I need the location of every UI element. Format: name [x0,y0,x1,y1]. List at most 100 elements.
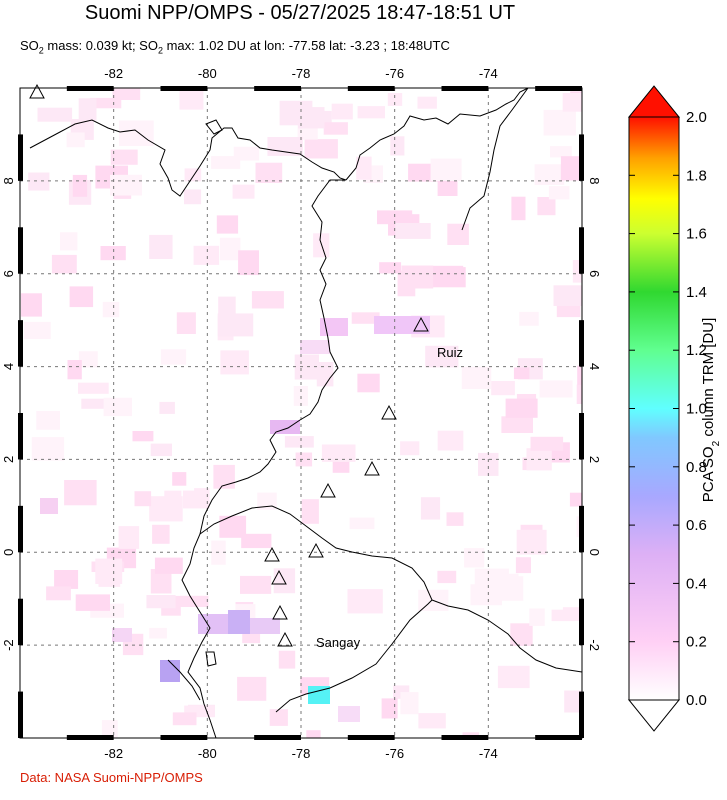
so2-cell [474,568,509,594]
frame-bar-left [18,691,23,738]
frame-bar-right [579,227,584,274]
so2-cell [160,349,187,365]
so2-cell [150,569,172,594]
lat-tick-label-left: 2 [1,456,16,463]
so2-cell [387,93,403,106]
so2-cell [430,158,462,181]
so2-cell [306,730,321,738]
volcano-triangle-icon [272,604,288,620]
so2-cell [349,517,375,530]
so2-cell [78,98,97,121]
so2-cell [213,464,235,489]
so2-cell [437,570,457,584]
so2-cell [539,380,573,398]
so2-cell [529,608,545,626]
data-credit: Data: NASA Suomi-NPP/OMPS [20,770,203,785]
so2-cell [543,109,576,136]
colorbar-tick-label: 0.4 [686,575,707,592]
volcano-triangle-icon [320,482,336,498]
so2-cell [250,618,280,634]
so2-cell [510,623,533,646]
so2-cell [530,436,564,451]
volcano-triangle-icon [264,546,280,562]
so2-cell [60,232,78,251]
so2-cell [51,254,77,274]
so2-cell [119,120,154,146]
so2-cell [270,420,300,434]
so2-cell [347,589,383,614]
volcano-triangle-icon [413,316,429,332]
frame-bar-top [254,86,301,91]
frame-bar-right [579,320,584,367]
so2-cell [374,316,430,334]
lon-tick-label-top: -80 [198,66,217,81]
so2-cell [331,103,353,120]
so2-cell [149,234,173,259]
lat-tick-label-right: 4 [587,363,602,370]
so2-cell [351,312,380,324]
frame-bar-left [18,227,23,274]
so2-cell [211,156,241,169]
so2-cell [217,313,254,337]
border-colombia-venezuela [461,88,529,231]
lon-tick-label-bottom: -76 [385,746,404,761]
border-ecuador-peru [199,505,433,713]
frame-bar-bottom [66,735,114,740]
so2-cell [569,492,582,507]
frame-bar-bottom [254,735,301,740]
so2-cell [300,340,330,354]
so2-cell [576,384,582,404]
so2-cell [284,436,314,448]
colorbar-tick-label: 1.6 [686,226,707,243]
so2-cell [446,512,464,526]
so2-cell [461,366,492,389]
so2-cell [182,490,209,509]
lat-tick-label-right: 8 [587,177,602,184]
map-tick-labels: -82 -82 -80 -80 -78 -78 -76 -76 -74 -74 8 8 6 6 4 4 2 2 0 0… [1,66,602,761]
so2-cell [232,184,255,199]
frame-bar-bottom [347,735,395,740]
coastline-pacific [181,179,346,738]
so2-cell [110,149,138,165]
colorbar-tick-label: 1.2 [686,342,707,359]
so2-cell [562,93,582,112]
so2-cell [81,398,105,409]
so2-cell [46,586,71,601]
so2-cell [228,610,250,634]
so2-cell [134,491,152,507]
so2-cell [184,189,202,205]
frame-bar-right [579,134,584,181]
map-title: Suomi NPP/OMPS - 05/27/2025 18:47-18:51 … [84,2,516,24]
so2-cell [321,444,356,462]
so2-cell [301,499,319,524]
colorbar-tick-label: 0.0 [686,692,707,709]
border-colombia-peru [431,599,582,673]
volcano-triangle-icon [308,542,324,558]
lon-tick-label-top: -82 [104,66,123,81]
so2-cell [553,285,582,306]
so2-cell [118,526,140,549]
so2-cell [67,360,82,380]
map-subtitle: SO2 mass: 0.039 kt; SO2 max: 1.02 DU at … [20,38,450,56]
frame-bar-top [160,86,208,91]
so2-cell [78,351,98,368]
so2-cell [516,529,547,555]
coastline-gulf-of-guayaquil [167,659,201,701]
so2-cell [238,250,259,276]
frame-bar-left [18,598,23,646]
so2-cell [293,386,308,406]
so2-cell [437,430,464,451]
so2-cell [36,411,60,430]
so2-cell [152,524,170,544]
colorbar-tick-label: 0.8 [686,459,707,476]
lat-tick-label-left: -2 [1,639,16,651]
so2-cell [548,186,570,200]
frame-bar-bottom [160,735,208,740]
so2-cell [357,106,385,119]
frame-bar-left [18,320,23,367]
so2-cell [100,246,126,261]
so2-cell [69,286,94,308]
lon-tick-label-top: -76 [385,66,404,81]
lon-tick-label-bottom: -78 [292,746,311,761]
volcano-triangle-icon [381,404,397,420]
